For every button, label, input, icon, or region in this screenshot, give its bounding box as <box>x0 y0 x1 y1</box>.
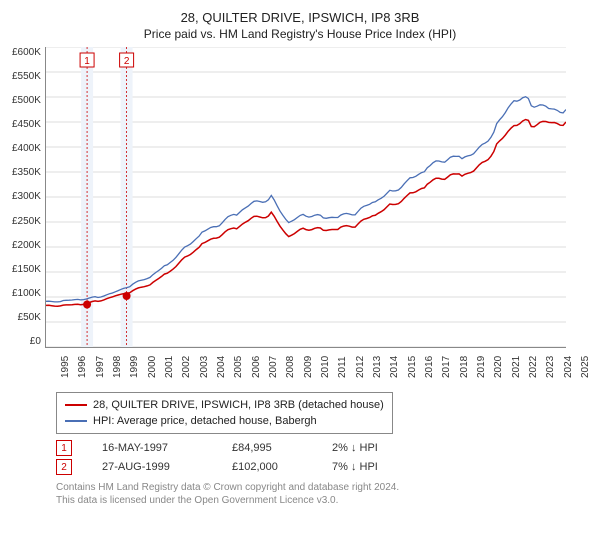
y-tick-label: £500K <box>12 95 41 106</box>
x-tick-label: 2009 <box>303 356 314 378</box>
footer-line2: This data is licensed under the Open Gov… <box>56 494 588 507</box>
sale-date: 27-AUG-1999 <box>102 461 202 473</box>
sale-row: 2 27-AUG-1999 £102,000 7% ↓ HPI <box>56 459 588 475</box>
x-tick-label: 2019 <box>476 356 487 378</box>
x-tick-label: 2015 <box>407 356 418 378</box>
y-tick-label: £100K <box>12 288 41 299</box>
legend-item: 28, QUILTER DRIVE, IPSWICH, IP8 3RB (det… <box>65 397 384 413</box>
svg-text:2: 2 <box>124 56 130 67</box>
y-tick-label: £50K <box>18 312 41 323</box>
y-tick-label: £450K <box>12 119 41 130</box>
y-tick-label: £600K <box>12 47 41 58</box>
legend-label: 28, QUILTER DRIVE, IPSWICH, IP8 3RB (det… <box>93 397 384 413</box>
y-tick-label: £150K <box>12 264 41 275</box>
plot-svg: 12 <box>46 47 566 347</box>
x-tick-label: 2018 <box>459 356 470 378</box>
y-tick-label: £200K <box>12 240 41 251</box>
chart-row: £600K £550K £500K £450K £400K £350K £300K £250K… <box>12 47 588 348</box>
x-tick-label: 2021 <box>511 356 522 378</box>
x-tick-label: 1995 <box>60 356 71 378</box>
x-tick-label: 2010 <box>320 356 331 378</box>
x-tick-label: 2000 <box>147 356 158 378</box>
y-axis-labels: £600K £550K £500K £450K £400K £350K £300K £250K… <box>12 47 45 347</box>
legend-swatch <box>65 404 87 406</box>
x-tick-label: 2025 <box>580 356 591 378</box>
x-tick-label: 2006 <box>251 356 262 378</box>
y-tick-label: £550K <box>12 71 41 82</box>
y-tick-label: £400K <box>12 143 41 154</box>
x-tick-label: 2023 <box>545 356 556 378</box>
sales-table: 1 16-MAY-1997 £84,995 2% ↓ HPI 2 27-AUG-1999 £… <box>56 440 588 475</box>
x-axis-labels: 1995 1996 1997 1998 1999 2000 2001 2002 2003 2004… <box>56 348 576 382</box>
plot-area: 12 <box>45 47 566 348</box>
legend-item: HPI: Average price, detached house, Babe… <box>65 413 384 429</box>
sale-pct: 2% ↓ HPI <box>332 442 412 454</box>
x-tick-label: 1999 <box>129 356 140 378</box>
x-tick-label: 2007 <box>268 356 279 378</box>
footer-attribution: Contains HM Land Registry data © Crown c… <box>56 481 588 507</box>
x-tick-label: 2012 <box>355 356 366 378</box>
sale-pct: 7% ↓ HPI <box>332 461 412 473</box>
x-tick-label: 2004 <box>216 356 227 378</box>
chart-subtitle: Price paid vs. HM Land Registry's House … <box>12 27 588 41</box>
x-tick-label: 2017 <box>441 356 452 378</box>
sale-number-box: 1 <box>56 440 72 456</box>
sale-price: £84,995 <box>232 442 302 454</box>
x-tick-label: 2013 <box>372 356 383 378</box>
legend-swatch <box>65 420 87 422</box>
x-tick-label: 2011 <box>337 356 348 378</box>
x-tick-label: 1996 <box>77 356 88 378</box>
x-tick-label: 2014 <box>389 356 400 378</box>
x-tick-label: 2008 <box>285 356 296 378</box>
x-tick-label: 1998 <box>112 356 123 378</box>
x-tick-label: 2002 <box>181 356 192 378</box>
x-tick-label: 2003 <box>199 356 210 378</box>
sale-price: £102,000 <box>232 461 302 473</box>
x-tick-label: 2022 <box>528 356 539 378</box>
y-tick-label: £300K <box>12 191 41 202</box>
x-tick-label: 2020 <box>493 356 504 378</box>
x-tick-label: 2016 <box>424 356 435 378</box>
x-tick-label: 2024 <box>563 356 574 378</box>
x-tick-label: 2005 <box>233 356 244 378</box>
sale-date: 16-MAY-1997 <box>102 442 202 454</box>
y-tick-label: £0 <box>30 336 41 347</box>
footer-line1: Contains HM Land Registry data © Crown c… <box>56 481 588 494</box>
y-tick-label: £350K <box>12 167 41 178</box>
chart-title: 28, QUILTER DRIVE, IPSWICH, IP8 3RB <box>12 10 588 25</box>
sale-row: 1 16-MAY-1997 £84,995 2% ↓ HPI <box>56 440 588 456</box>
legend-box: 28, QUILTER DRIVE, IPSWICH, IP8 3RB (det… <box>56 392 393 434</box>
x-tick-label: 2001 <box>164 356 175 378</box>
y-tick-label: £250K <box>12 216 41 227</box>
legend-label: HPI: Average price, detached house, Babe… <box>93 413 317 429</box>
svg-text:1: 1 <box>84 56 90 67</box>
chart-container: 28, QUILTER DRIVE, IPSWICH, IP8 3RB Pric… <box>0 0 600 517</box>
sale-number-box: 2 <box>56 459 72 475</box>
x-tick-label: 1997 <box>95 356 106 378</box>
